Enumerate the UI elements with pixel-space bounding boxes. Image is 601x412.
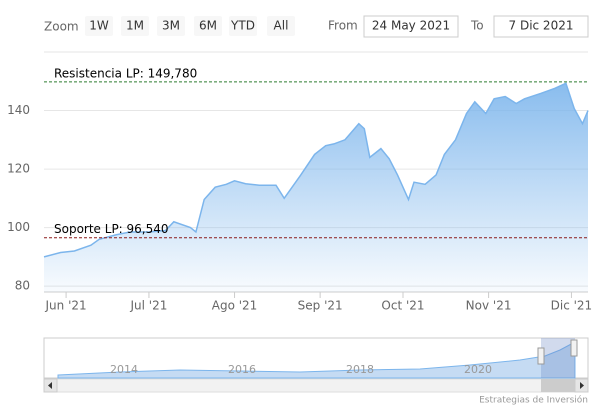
zoom-button[interactable]: 3M <box>157 16 185 36</box>
from-input[interactable] <box>363 15 459 38</box>
zoom-label: Zoom <box>44 20 79 34</box>
navigator-mask[interactable] <box>541 338 575 378</box>
button-bg[interactable] <box>194 16 222 36</box>
from-value[interactable]: 24 May 2021 <box>372 19 450 33</box>
y-tick-label: 80 <box>15 279 30 293</box>
button-bg[interactable] <box>121 16 149 36</box>
button-bg[interactable] <box>85 16 113 36</box>
button-label[interactable]: All <box>274 19 289 33</box>
navigator-handle[interactable] <box>570 339 578 357</box>
zoom-button[interactable]: All <box>267 16 295 36</box>
area-fill <box>44 83 588 292</box>
zoom-button[interactable]: 1W <box>85 16 113 36</box>
to-label: To <box>470 19 484 33</box>
y-tick-label: 100 <box>7 220 30 234</box>
to-input[interactable] <box>493 15 589 38</box>
y-tick-label: 140 <box>7 103 30 117</box>
y-tick-label: 120 <box>7 162 30 176</box>
navigator: 2014 2016 2018 2020 <box>43 337 589 393</box>
scrollbar-thumb[interactable] <box>541 379 575 392</box>
x-tick-label: Dic '21 <box>551 299 593 313</box>
series-line <box>43 82 589 258</box>
zoom-button[interactable]: YTD <box>229 16 257 36</box>
scrollbar-track[interactable] <box>43 378 589 393</box>
button-label[interactable]: YTD <box>230 19 255 33</box>
button-bg[interactable] <box>157 16 185 36</box>
zoom-button[interactable]: 6M <box>194 16 222 36</box>
x-tick-label: Jul '21 <box>129 299 167 313</box>
navigator-label: 2020 <box>464 363 492 376</box>
x-tick-label: Nov '21 <box>466 299 512 313</box>
from-label: From <box>328 19 358 33</box>
button-bg[interactable] <box>229 16 257 36</box>
x-tick-label: Oct '21 <box>381 299 424 313</box>
button-label[interactable]: 6M <box>199 19 217 33</box>
navigator-label: 2018 <box>346 363 374 376</box>
navigator-label: 2016 <box>228 363 256 376</box>
button-label[interactable]: 1M <box>126 19 144 33</box>
navigator-handle[interactable] <box>537 347 545 365</box>
button-bg[interactable] <box>267 16 295 36</box>
to-value[interactable]: 7 Dic 2021 <box>509 19 574 33</box>
button-label[interactable]: 3M <box>162 19 180 33</box>
zoom-button[interactable]: 1M <box>121 16 149 36</box>
navigator-series <box>57 341 576 379</box>
plot-line-label: Soporte LP: 96,540 <box>54 222 169 236</box>
navigator-label: 2014 <box>110 363 138 376</box>
plot-line-label: Resistencia LP: 149,780 <box>54 66 197 80</box>
credits: Estrategias de Inversión <box>479 395 588 406</box>
x-tick-label: Jun '21 <box>45 299 87 313</box>
button-label[interactable]: 1W <box>89 19 109 33</box>
x-tick-label: Ago '21 <box>212 299 258 313</box>
x-tick-label: Sep '21 <box>298 299 343 313</box>
